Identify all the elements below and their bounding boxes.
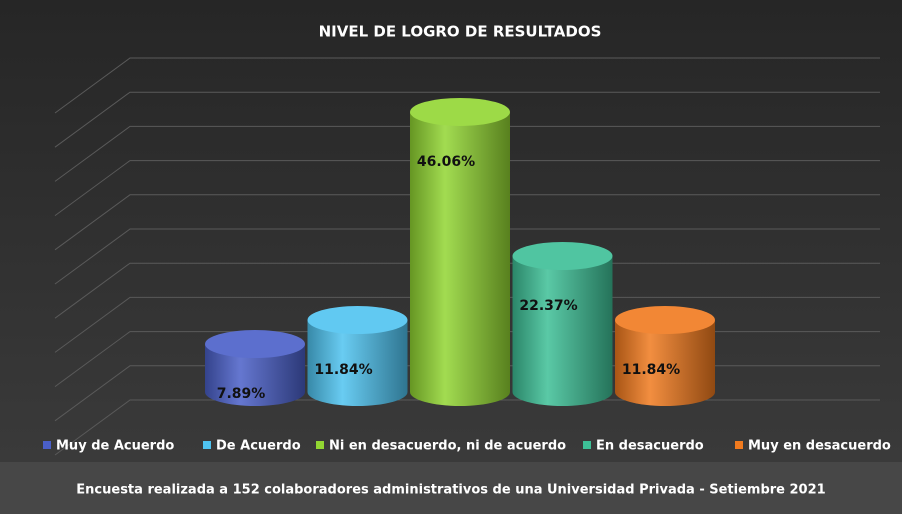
bar-top bbox=[205, 330, 305, 359]
bar-top bbox=[307, 306, 408, 335]
legend-swatch bbox=[43, 441, 51, 449]
legend-label: De Acuerdo bbox=[216, 439, 301, 454]
legend-swatch bbox=[203, 441, 211, 449]
legend-swatch bbox=[316, 441, 324, 449]
legend-label: Muy de Acuerdo bbox=[56, 439, 174, 454]
data-label: 7.89% bbox=[217, 386, 266, 402]
grid-line bbox=[54, 262, 880, 319]
legend-label: Muy en desacuerdo bbox=[748, 439, 891, 454]
data-label: 11.84% bbox=[314, 362, 372, 378]
legend-label: Ni en desacuerdo, ni de acuerdo bbox=[329, 439, 566, 454]
grid-line bbox=[54, 194, 880, 251]
footer-band bbox=[0, 462, 902, 514]
data-label: 22.37% bbox=[519, 298, 577, 314]
bar bbox=[512, 255, 613, 392]
grid-line bbox=[54, 160, 880, 217]
bar-top bbox=[410, 97, 510, 126]
grid-line bbox=[54, 125, 880, 182]
bar bbox=[410, 111, 510, 392]
bar-top bbox=[615, 306, 715, 335]
data-label: 46.06% bbox=[417, 154, 475, 170]
grid-line bbox=[54, 228, 880, 285]
grid-line bbox=[54, 57, 880, 114]
grid-line bbox=[54, 91, 880, 148]
data-label: 11.84% bbox=[622, 362, 680, 378]
legend-swatch bbox=[735, 441, 743, 449]
chart-subtitle: Encuesta realizada a 152 colaboradores a… bbox=[76, 483, 825, 498]
bar-top bbox=[512, 241, 613, 270]
legend-swatch bbox=[583, 441, 591, 449]
chart-title: NIVEL DE LOGRO DE RESULTADOS bbox=[319, 23, 602, 41]
grid-line bbox=[54, 296, 880, 353]
legend-label: En desacuerdo bbox=[596, 439, 704, 454]
